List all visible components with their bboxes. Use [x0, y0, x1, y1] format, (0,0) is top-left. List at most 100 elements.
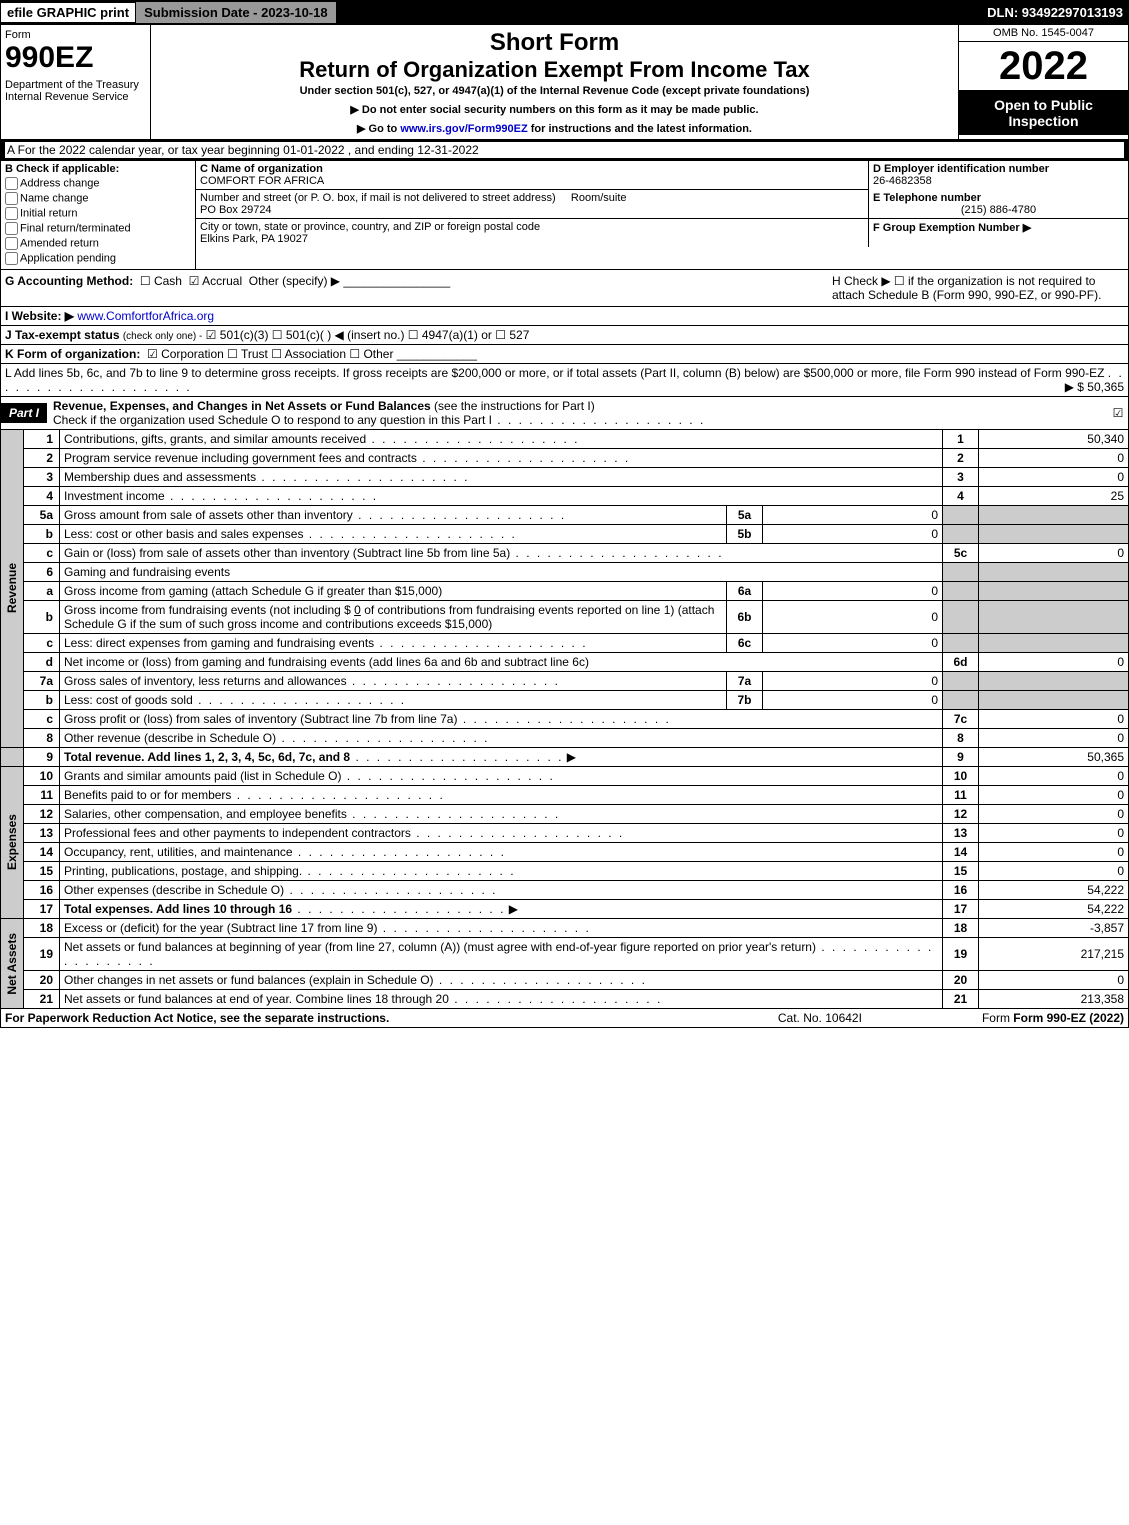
- addr-value: PO Box 29724: [200, 204, 864, 216]
- l-value: ▶ $ 50,365: [1065, 380, 1124, 394]
- b-title: B Check if applicable:: [5, 163, 191, 175]
- line-18: Net Assets 18 Excess or (deficit) for th…: [1, 919, 1129, 938]
- line-6: 6 Gaming and fundraising events: [1, 563, 1129, 582]
- row-l: L Add lines 5b, 6c, and 7b to line 9 to …: [0, 364, 1129, 397]
- cb-address-change[interactable]: [5, 177, 18, 190]
- line-7a: 7a Gross sales of inventory, less return…: [1, 672, 1129, 691]
- cb-name-change[interactable]: [5, 192, 18, 205]
- vtab-expenses: Expenses: [1, 767, 24, 919]
- line-21: 21 Net assets or fund balances at end of…: [1, 990, 1129, 1009]
- short-form-title: Short Form: [159, 29, 950, 57]
- h-text: H Check ▶ ☐ if the organization is not r…: [832, 274, 1101, 302]
- line-5a: 5a Gross amount from sale of assets othe…: [1, 506, 1129, 525]
- top-bar: efile GRAPHIC print Submission Date - 20…: [0, 0, 1129, 24]
- room-label: Room/suite: [571, 192, 627, 204]
- city-value: Elkins Park, PA 19027: [200, 233, 864, 245]
- j-note: (check only one) -: [123, 331, 202, 342]
- j-label: J Tax-exempt status: [5, 328, 120, 342]
- form-header: Form 990EZ Department of the Treasury In…: [0, 24, 1129, 140]
- line-6c: c Less: direct expenses from gaming and …: [1, 634, 1129, 653]
- website-link[interactable]: www.ComfortforAfrica.org: [77, 309, 214, 323]
- f-label: F Group Exemption Number ▶: [873, 222, 1031, 234]
- cb-application-pending[interactable]: [5, 252, 18, 265]
- line-6b: b Gross income from fundraising events (…: [1, 601, 1129, 634]
- c-name-block: C Name of organization COMFORT FOR AFRIC…: [196, 161, 868, 190]
- row-a-text: A For the 2022 calendar year, or tax yea…: [5, 142, 1124, 158]
- h-block: H Check ▶ ☐ if the organization is not r…: [828, 270, 1128, 306]
- form-number: 990EZ: [5, 41, 146, 75]
- cb-amended-return[interactable]: [5, 237, 18, 250]
- g-label: G Accounting Method:: [5, 274, 133, 288]
- page-footer: For Paperwork Reduction Act Notice, see …: [0, 1009, 1129, 1028]
- row-k: K Form of organization: ☑ Corporation ☐ …: [0, 345, 1129, 364]
- b-opt-name[interactable]: Name change: [5, 192, 191, 205]
- open-inspection: Open to Public Inspection: [959, 91, 1128, 135]
- ssn-note: ▶ Do not enter social security numbers o…: [159, 103, 950, 116]
- line-15: 15 Printing, publications, postage, and …: [1, 862, 1129, 881]
- part-1-label: Part I: [1, 403, 47, 423]
- c-city-label: City or town, state or province, country…: [200, 221, 864, 233]
- header-left: Form 990EZ Department of the Treasury In…: [1, 25, 151, 139]
- form-word: Form: [5, 29, 146, 41]
- b-opt-pending[interactable]: Application pending: [5, 252, 191, 265]
- line-7b: b Less: cost of goods sold 7b 0: [1, 691, 1129, 710]
- l-text: L Add lines 5b, 6c, and 7b to line 9 to …: [5, 366, 1104, 380]
- part-1-sub: (see the instructions for Part I): [434, 399, 595, 413]
- org-name: COMFORT FOR AFRICA: [200, 175, 864, 187]
- part-1-check: Check if the organization used Schedule …: [53, 413, 492, 427]
- line-10: Expenses 10 Grants and similar amounts p…: [1, 767, 1129, 786]
- goto-post: for instructions and the latest informat…: [528, 123, 752, 135]
- row-a: A For the 2022 calendar year, or tax yea…: [0, 140, 1129, 161]
- b-opt-amended[interactable]: Amended return: [5, 237, 191, 250]
- cb-final-return[interactable]: [5, 222, 18, 235]
- vtab-net-assets: Net Assets: [1, 919, 24, 1009]
- c-addr-label: Number and street (or P. O. box, if mail…: [200, 192, 556, 204]
- c-city-block: City or town, state or province, country…: [196, 219, 868, 247]
- k-opts: ☑ Corporation ☐ Trust ☐ Association ☐ Ot…: [147, 347, 393, 361]
- b-opt-address[interactable]: Address change: [5, 177, 191, 190]
- row-j: J Tax-exempt status (check only one) - ☑…: [0, 326, 1129, 345]
- pra-notice: For Paperwork Reduction Act Notice, see …: [5, 1011, 389, 1025]
- d-label: D Employer identification number: [873, 163, 1124, 175]
- efile-label: efile GRAPHIC print: [0, 2, 136, 23]
- line-14: 14 Occupancy, rent, utilities, and maint…: [1, 843, 1129, 862]
- b-opt-final[interactable]: Final return/terminated: [5, 222, 191, 235]
- ein-value: 26-4682358: [873, 175, 1124, 187]
- line-1: Revenue 1 Contributions, gifts, grants, …: [1, 430, 1129, 449]
- goto-note: ▶ Go to www.irs.gov/Form990EZ for instru…: [159, 122, 950, 135]
- line-6d: d Net income or (loss) from gaming and f…: [1, 653, 1129, 672]
- part-1-checkbox[interactable]: ☑: [1108, 406, 1128, 420]
- col-b: B Check if applicable: Address change Na…: [1, 161, 196, 269]
- cat-no: Cat. No. 10642I: [778, 1011, 862, 1025]
- c-name-label: C Name of organization: [200, 163, 864, 175]
- k-label: K Form of organization:: [5, 347, 140, 361]
- g-other: Other (specify) ▶: [249, 274, 340, 288]
- section-b-to-f: B Check if applicable: Address change Na…: [0, 161, 1129, 270]
- j-opts: ☑ 501(c)(3) ☐ 501(c)( ) ◀ (insert no.) ☐…: [206, 328, 530, 342]
- goto-pre: ▶ Go to: [357, 123, 400, 135]
- part-1-table: Revenue 1 Contributions, gifts, grants, …: [0, 430, 1129, 1009]
- header-center: Short Form Return of Organization Exempt…: [151, 25, 958, 139]
- line-20: 20 Other changes in net assets or fund b…: [1, 971, 1129, 990]
- e-label: E Telephone number: [873, 192, 1124, 204]
- form-ref: Form Form 990-EZ (2022): [982, 1011, 1124, 1025]
- g-block: G Accounting Method: ☐ Cash ☑ Accrual Ot…: [1, 270, 828, 306]
- line-13: 13 Professional fees and other payments …: [1, 824, 1129, 843]
- line-12: 12 Salaries, other compensation, and emp…: [1, 805, 1129, 824]
- cb-initial-return[interactable]: [5, 207, 18, 220]
- line-8: 8 Other revenue (describe in Schedule O)…: [1, 729, 1129, 748]
- irs-link[interactable]: www.irs.gov/Form990EZ: [400, 123, 527, 135]
- c-addr-block: Number and street (or P. O. box, if mail…: [196, 190, 868, 219]
- line-3: 3 Membership dues and assessments 3 0: [1, 468, 1129, 487]
- dln: DLN: 93492297013193: [987, 5, 1129, 20]
- e-block: E Telephone number (215) 886-4780: [868, 190, 1128, 219]
- line-5b: b Less: cost or other basis and sales ex…: [1, 525, 1129, 544]
- b-opt-initial[interactable]: Initial return: [5, 207, 191, 220]
- part-1-title-text: Revenue, Expenses, and Changes in Net As…: [53, 399, 431, 413]
- line-2: 2 Program service revenue including gove…: [1, 449, 1129, 468]
- g-accrual: Accrual: [202, 274, 242, 288]
- line-5c: c Gain or (loss) from sale of assets oth…: [1, 544, 1129, 563]
- col-c-to-f: C Name of organization COMFORT FOR AFRIC…: [196, 161, 1128, 269]
- line-4: 4 Investment income 4 25: [1, 487, 1129, 506]
- f-block: F Group Exemption Number ▶: [868, 219, 1128, 247]
